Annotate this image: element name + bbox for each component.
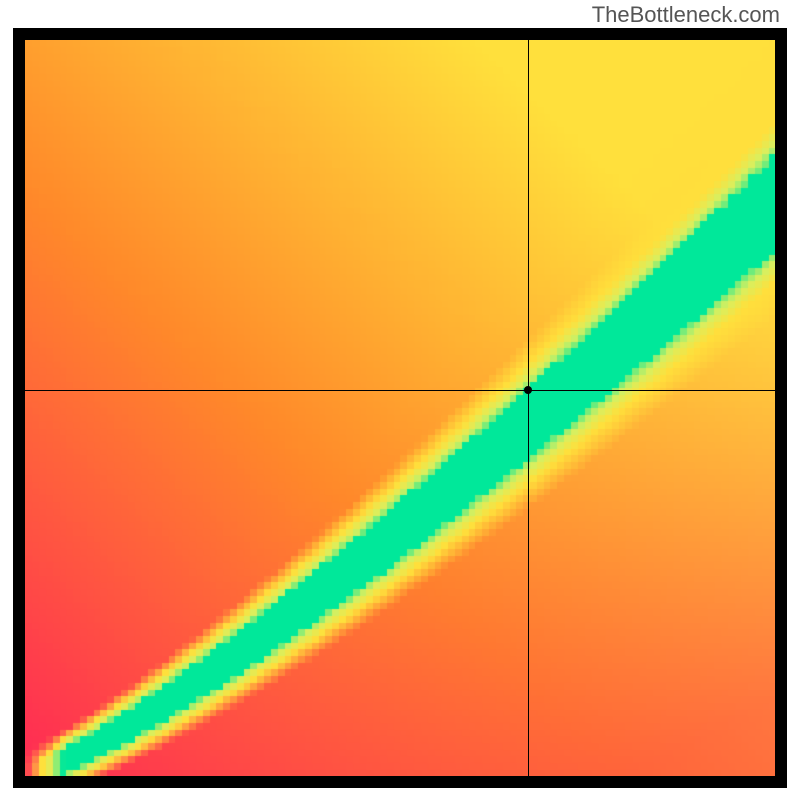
crosshair-vertical-line xyxy=(528,40,529,776)
heatmap-canvas xyxy=(25,40,775,776)
crosshair-horizontal-line xyxy=(25,390,775,391)
figure-container: TheBottleneck.com xyxy=(0,0,800,800)
watermark-text: TheBottleneck.com xyxy=(592,2,780,28)
heatmap-plot-area xyxy=(25,40,775,776)
crosshair-dot xyxy=(524,386,532,394)
